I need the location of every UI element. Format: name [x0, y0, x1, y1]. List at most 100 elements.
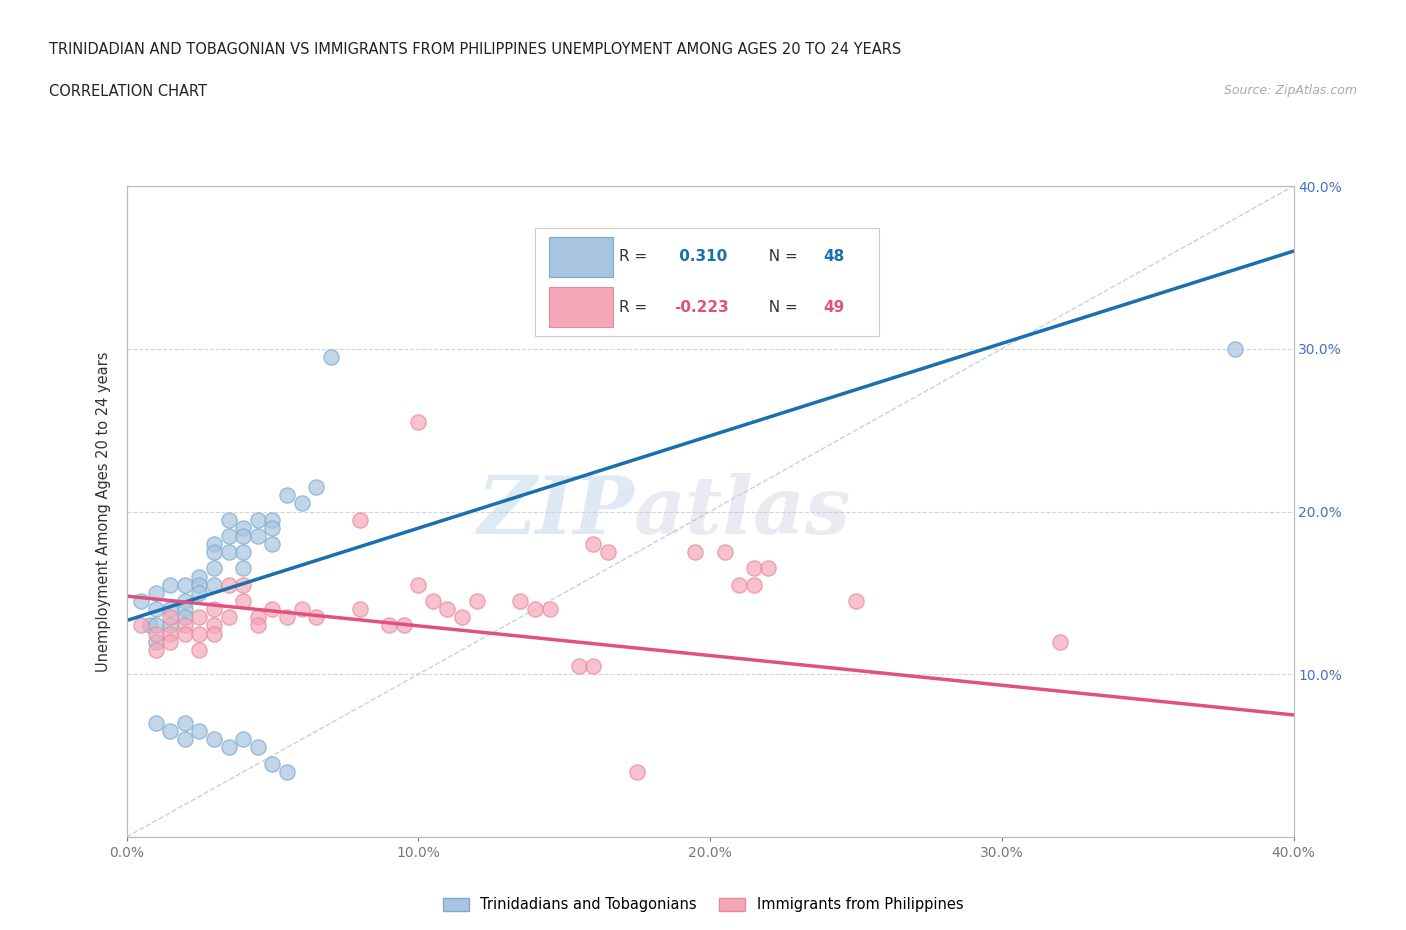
FancyBboxPatch shape [534, 229, 879, 336]
Point [582, 658, 605, 673]
Point [290, 496, 312, 511]
Point [202, 618, 225, 633]
FancyBboxPatch shape [548, 236, 613, 277]
Point [305, 610, 328, 625]
Text: 48: 48 [824, 249, 845, 264]
Point [159, 578, 181, 592]
Point [159, 724, 181, 738]
Point [378, 618, 401, 633]
Point [524, 602, 547, 617]
Point [232, 578, 254, 592]
Point [319, 350, 342, 365]
Point [202, 626, 225, 641]
Point [218, 512, 240, 527]
Point [408, 578, 430, 592]
Point [742, 578, 765, 592]
Point [129, 593, 152, 608]
Point [232, 561, 254, 576]
Point [159, 618, 181, 633]
Text: 0.310: 0.310 [673, 249, 727, 264]
Point [582, 537, 605, 551]
Point [451, 610, 474, 625]
Point [276, 764, 298, 779]
Text: atlas: atlas [634, 472, 852, 551]
Point [262, 602, 284, 617]
Point [538, 602, 561, 617]
FancyBboxPatch shape [548, 287, 613, 327]
Point [349, 602, 371, 617]
Point [262, 512, 284, 527]
Point [174, 716, 197, 731]
Point [202, 561, 225, 576]
Point [392, 618, 415, 633]
Point [159, 610, 181, 625]
Point [465, 593, 488, 608]
Text: N =: N = [759, 249, 803, 264]
Point [145, 716, 167, 731]
Point [1049, 634, 1071, 649]
Point [685, 545, 707, 560]
Point [509, 593, 531, 608]
Point [145, 626, 167, 641]
Point [246, 610, 269, 625]
Point [756, 561, 779, 576]
Point [188, 569, 211, 584]
Point [174, 610, 197, 625]
Point [246, 528, 269, 543]
Point [218, 578, 240, 592]
Point [305, 480, 328, 495]
Point [422, 593, 444, 608]
Point [290, 602, 312, 617]
Point [145, 643, 167, 658]
Point [159, 602, 181, 617]
Point [202, 732, 225, 747]
Point [626, 764, 648, 779]
Point [408, 415, 430, 430]
Legend: Trinidadians and Tobagonians, Immigrants from Philippines: Trinidadians and Tobagonians, Immigrants… [437, 891, 969, 918]
Text: TRINIDADIAN AND TOBAGONIAN VS IMMIGRANTS FROM PHILIPPINES UNEMPLOYMENT AMONG AGE: TRINIDADIAN AND TOBAGONIAN VS IMMIGRANTS… [49, 42, 901, 57]
Point [232, 521, 254, 536]
Point [349, 512, 371, 527]
Point [174, 578, 197, 592]
Point [596, 545, 619, 560]
Text: ZIP: ZIP [477, 472, 634, 551]
Point [188, 643, 211, 658]
Point [188, 724, 211, 738]
Point [262, 521, 284, 536]
Text: -0.223: -0.223 [673, 299, 728, 314]
Point [174, 618, 197, 633]
Point [436, 602, 458, 617]
Point [159, 634, 181, 649]
Point [145, 586, 167, 601]
Point [246, 740, 269, 755]
Point [713, 545, 735, 560]
Point [728, 578, 751, 592]
Text: R =: R = [619, 249, 652, 264]
Point [1223, 341, 1246, 356]
Text: 49: 49 [824, 299, 845, 314]
Point [139, 618, 162, 633]
Point [232, 732, 254, 747]
Point [568, 658, 591, 673]
Point [218, 740, 240, 755]
Point [202, 578, 225, 592]
Point [145, 618, 167, 633]
Point [174, 602, 197, 617]
Text: CORRELATION CHART: CORRELATION CHART [49, 84, 207, 99]
Point [188, 626, 211, 641]
Point [145, 634, 167, 649]
Point [202, 602, 225, 617]
Text: Source: ZipAtlas.com: Source: ZipAtlas.com [1223, 84, 1357, 97]
Point [232, 528, 254, 543]
Point [174, 593, 197, 608]
Text: R =: R = [619, 299, 652, 314]
Point [262, 537, 284, 551]
Text: N =: N = [759, 299, 803, 314]
Point [845, 593, 868, 608]
Point [246, 512, 269, 527]
Point [262, 756, 284, 771]
Point [218, 528, 240, 543]
Point [202, 537, 225, 551]
Point [232, 593, 254, 608]
Point [188, 610, 211, 625]
